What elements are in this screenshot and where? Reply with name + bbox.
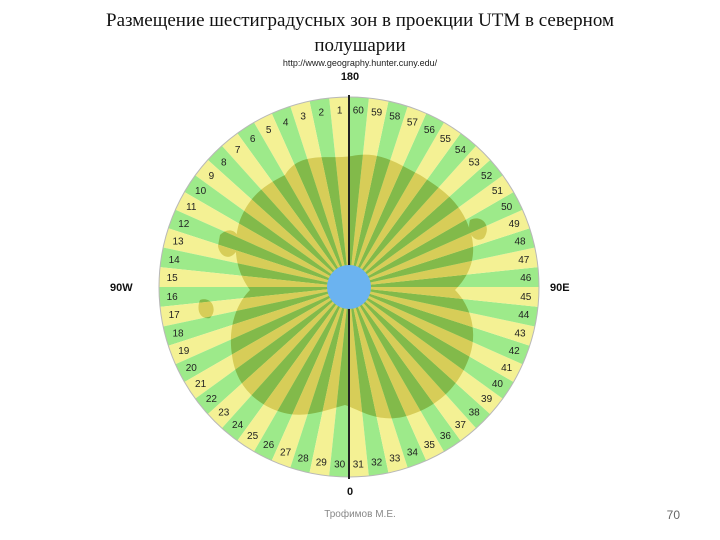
zone-label-7: 7	[235, 145, 241, 156]
zone-labels: 1234567891011121314151617181920212223242…	[167, 106, 532, 471]
zone-land-3	[290, 154, 349, 287]
zone-label-1: 1	[337, 106, 343, 117]
zone-label-10: 10	[195, 186, 207, 197]
slide-title: Размещение шестиградусных зон в проекции…	[106, 10, 614, 56]
zone-land-2	[309, 154, 349, 287]
zone-land-28	[290, 287, 349, 419]
zone-land-32	[349, 287, 389, 419]
zone-label-21: 21	[195, 379, 207, 390]
meridian-label-180: 180	[340, 71, 360, 83]
zone-label-31: 31	[353, 459, 365, 470]
zone-land-17	[198, 287, 349, 327]
zone-label-17: 17	[169, 310, 181, 321]
zone-label-60: 60	[353, 106, 365, 117]
zone-label-22: 22	[206, 394, 218, 405]
zone-label-34: 34	[407, 448, 419, 459]
zone-label-33: 33	[389, 454, 401, 465]
zone-label-12: 12	[178, 219, 190, 230]
zone-label-2: 2	[319, 108, 325, 119]
meridian-label-90w: 90W	[110, 282, 133, 294]
zone-label-59: 59	[371, 108, 383, 119]
zone-label-54: 54	[455, 145, 467, 156]
north-pole-disk	[327, 265, 371, 309]
zone-land-4	[271, 154, 349, 287]
zone-land-57	[349, 154, 427, 287]
zone-label-24: 24	[232, 420, 244, 431]
zone-land-48	[349, 228, 487, 287]
zone-label-36: 36	[440, 431, 452, 442]
zone-label-37: 37	[455, 420, 467, 431]
zone-label-58: 58	[389, 112, 401, 123]
zone-label-25: 25	[247, 431, 259, 442]
author-footer: Трофимов М.Е.	[324, 509, 396, 520]
zone-land-49	[349, 209, 487, 287]
zone-label-40: 40	[492, 379, 504, 390]
zone-label-23: 23	[218, 408, 230, 419]
zone-land-45	[349, 287, 487, 307]
zone-label-14: 14	[169, 255, 181, 266]
zone-land-33	[349, 287, 408, 419]
zone-label-38: 38	[469, 408, 481, 419]
meridian-label-0: 0	[346, 486, 354, 498]
zone-label-56: 56	[424, 125, 436, 136]
zone-label-8: 8	[221, 157, 227, 168]
zone-land-46	[349, 267, 487, 287]
zone-label-20: 20	[186, 363, 198, 374]
zone-label-50: 50	[501, 202, 513, 213]
zone-land-1	[329, 154, 349, 287]
zone-label-30: 30	[334, 459, 346, 470]
zone-land-30	[329, 287, 349, 419]
zone-label-5: 5	[266, 125, 272, 136]
zone-label-55: 55	[440, 134, 452, 145]
zone-label-9: 9	[209, 171, 215, 182]
zone-label-28: 28	[298, 454, 310, 465]
zone-label-32: 32	[371, 457, 383, 468]
zone-label-3: 3	[300, 112, 306, 123]
zone-label-15: 15	[167, 273, 179, 284]
zone-label-42: 42	[509, 346, 521, 357]
zone-label-51: 51	[492, 186, 504, 197]
zone-land-29	[309, 287, 349, 419]
zone-label-53: 53	[469, 157, 481, 168]
zone-label-26: 26	[263, 440, 275, 451]
zone-land-60	[349, 154, 369, 287]
zone-land-34	[349, 287, 427, 419]
zone-land-31	[349, 287, 369, 419]
page-number: 70	[666, 508, 680, 522]
zone-land-59	[349, 154, 389, 287]
zone-label-16: 16	[167, 292, 179, 303]
source-url: http://www.geography.hunter.cuny.edu/	[282, 58, 438, 68]
zone-label-41: 41	[501, 363, 513, 374]
zone-land-44	[349, 287, 487, 327]
zone-label-18: 18	[172, 328, 184, 339]
zone-label-27: 27	[280, 448, 292, 459]
zone-label-46: 46	[520, 273, 532, 284]
zone-label-4: 4	[283, 117, 289, 128]
zone-label-44: 44	[518, 310, 530, 321]
zone-label-57: 57	[407, 117, 419, 128]
meridian-label-90e: 90E	[550, 282, 570, 294]
zone-label-49: 49	[509, 219, 521, 230]
zone-label-52: 52	[481, 171, 493, 182]
zone-land-47	[349, 247, 487, 287]
zone-land-58	[349, 154, 408, 287]
zone-label-43: 43	[514, 328, 526, 339]
zone-label-48: 48	[514, 237, 526, 248]
zone-land-27	[271, 287, 349, 419]
zone-label-6: 6	[250, 134, 256, 145]
zone-land-43	[349, 287, 487, 346]
zone-label-45: 45	[520, 292, 532, 303]
zone-label-39: 39	[481, 394, 493, 405]
zone-label-47: 47	[518, 255, 530, 266]
zone-label-11: 11	[186, 202, 197, 213]
zone-label-29: 29	[316, 457, 328, 468]
zone-label-35: 35	[424, 440, 436, 451]
zone-label-19: 19	[178, 346, 190, 357]
zone-label-13: 13	[172, 237, 184, 248]
